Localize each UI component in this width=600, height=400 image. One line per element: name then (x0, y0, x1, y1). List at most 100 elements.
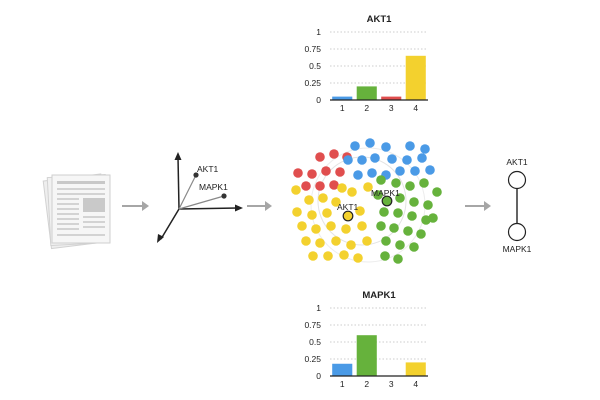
y-tick-label: 0.75 (304, 44, 321, 54)
blue-cluster-point (405, 141, 415, 151)
yellow-cluster-point (315, 238, 325, 248)
yellow-cluster-point (292, 207, 302, 217)
network-node-akt1 (507, 170, 527, 190)
blue-cluster-point (365, 138, 375, 148)
y-tick-label: 0.5 (309, 61, 321, 71)
green-cluster-point (409, 197, 419, 207)
x-tick-label: 4 (413, 103, 418, 113)
chart-title: MAPK1 (362, 290, 396, 301)
yellow-cluster-point (362, 236, 372, 246)
mapk1-bar-chart: MAPK1 0 0.25 0.5 0.75 1 1 2 3 4 (304, 290, 428, 389)
red-cluster-point (293, 168, 303, 178)
blue-cluster-point (381, 142, 391, 152)
bar-2 (356, 86, 377, 100)
mapk1-vector-point (221, 193, 227, 199)
yellow-cluster-point (307, 210, 317, 220)
green-cluster-point (409, 242, 419, 252)
green-cluster-point (380, 251, 390, 261)
y-tick-label: 0.75 (304, 320, 321, 330)
green-cluster-point (389, 223, 399, 233)
green-cluster-point (393, 208, 403, 218)
blue-cluster-point (357, 155, 367, 165)
green-cluster-point (391, 178, 401, 188)
y-tick-label: 1 (316, 303, 321, 313)
gene-network: AKT1 MAPK1 (503, 157, 532, 254)
yellow-cluster-point (326, 221, 336, 231)
blue-cluster-point (410, 166, 420, 176)
mapk1-vector-label: MAPK1 (199, 182, 228, 192)
green-cluster-point (403, 226, 413, 236)
yellow-cluster-point (331, 197, 341, 207)
bar-4 (405, 55, 426, 100)
blue-cluster-point (343, 155, 353, 165)
yellow-cluster-point (301, 236, 311, 246)
mapk1-cluster-marker (381, 195, 393, 207)
green-cluster-point (373, 190, 383, 200)
green-cluster-point (395, 240, 405, 250)
green-cluster-point (393, 254, 403, 264)
green-cluster-point (379, 207, 389, 217)
y-tick-label: 0.5 (309, 337, 321, 347)
mapk1-cluster-label: MAPK1 (371, 188, 400, 198)
arrow-1 (122, 201, 149, 211)
network-label-mapk1: MAPK1 (503, 244, 532, 254)
green-cluster-point (416, 229, 426, 239)
y-tick-label: 0 (316, 95, 321, 105)
yellow-cluster-point (291, 185, 301, 195)
y-tick-label: 1 (316, 27, 321, 37)
yellow-cluster-point (347, 187, 357, 197)
bar-2 (356, 335, 377, 376)
red-cluster-point (315, 181, 325, 191)
y-tick-label: 0.25 (304, 78, 321, 88)
red-cluster-point (329, 180, 339, 190)
akt1-vector-point (193, 172, 199, 178)
yellow-cluster-point (341, 224, 351, 234)
green-cluster-point (419, 178, 429, 188)
blue-cluster-point (417, 153, 427, 163)
yellow-cluster-point (346, 240, 356, 250)
red-cluster-point (301, 181, 311, 191)
red-cluster-point (307, 169, 317, 179)
cluster-scatter: AKT1 MAPK1 (291, 138, 442, 264)
bar-1 (332, 363, 353, 376)
green-cluster-point (395, 193, 405, 203)
bar-3 (381, 96, 402, 100)
network-label-akt1: AKT1 (506, 157, 528, 167)
yellow-cluster-point (357, 221, 367, 231)
blue-cluster-point (353, 170, 363, 180)
x-tick-label: 3 (389, 103, 394, 113)
network-node-mapk1 (507, 222, 527, 242)
chart-title: AKT1 (367, 14, 393, 25)
yellow-cluster-point (331, 236, 341, 246)
yellow-cluster-point (308, 251, 318, 261)
green-cluster-point (381, 236, 391, 246)
blue-cluster-point (370, 153, 380, 163)
embedding-axes: AKT1 MAPK1 (157, 152, 243, 243)
arrow-3 (465, 201, 491, 211)
bar-4 (405, 362, 426, 376)
akt1-cluster-label: AKT1 (337, 202, 359, 212)
green-cluster-point (423, 200, 433, 210)
arrow-2 (247, 201, 272, 211)
yellow-cluster-point (339, 250, 349, 260)
x-tick-label: 2 (364, 103, 369, 113)
blue-cluster-point (387, 154, 397, 164)
akt1-bar-chart: AKT1 0 0.25 0.5 0.75 1 1 2 3 4 (304, 14, 428, 113)
blue-cluster-point (395, 166, 405, 176)
green-cluster-point (428, 213, 438, 223)
red-cluster-point (321, 166, 331, 176)
x-tick-label: 2 (364, 379, 369, 389)
bar-1 (332, 96, 353, 100)
document-page (51, 174, 111, 244)
y-tick-label: 0 (316, 371, 321, 381)
yellow-cluster-point (337, 183, 347, 193)
x-tick-label: 1 (340, 103, 345, 113)
y-tick-label: 0.25 (304, 354, 321, 364)
yellow-cluster-point (304, 195, 314, 205)
green-cluster-point (407, 211, 417, 221)
green-cluster-point (376, 221, 386, 231)
x-tick-label: 1 (340, 379, 345, 389)
blue-cluster-point (350, 141, 360, 151)
blue-cluster-point (420, 144, 430, 154)
